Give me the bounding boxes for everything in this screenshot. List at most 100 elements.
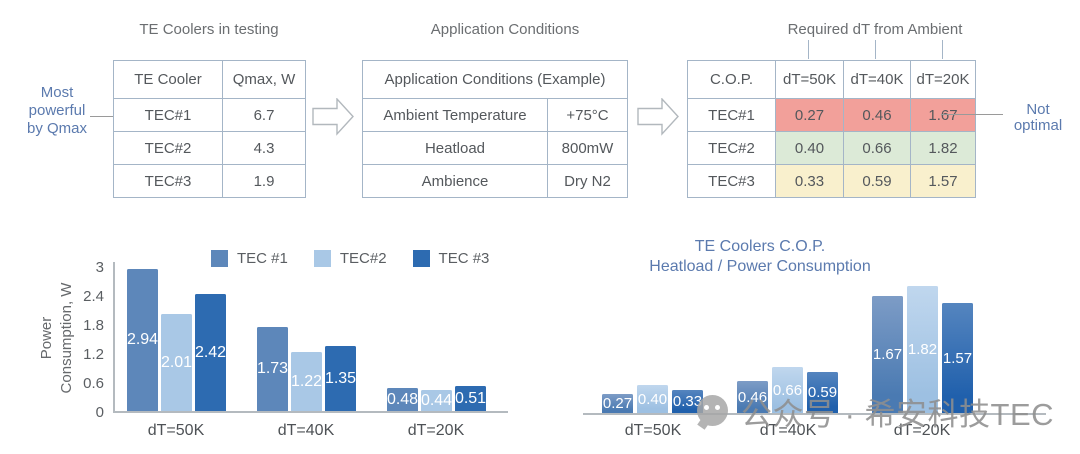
x-category-label: dT=50K	[624, 422, 682, 439]
annotation-most-powerful: Most powerful by Qmax	[7, 84, 107, 138]
x-category-label: dT=50K	[147, 422, 205, 439]
legend-label: TEC #1	[237, 250, 288, 267]
bar-value-label: 1.57	[942, 349, 973, 367]
bar-value-label: 0.51	[454, 389, 487, 407]
bar-value-label: 0.40	[637, 390, 668, 408]
legend-swatch-tec2-icon	[313, 250, 331, 267]
condition-value-cell: +75°C	[546, 98, 629, 132]
cop-value-cell: 0.27	[775, 98, 844, 132]
chart-legend: TEC #1 TEC#2 TEC #3	[211, 250, 489, 267]
bar-value-label: 0.48	[386, 390, 419, 408]
cop-value-cell: 1.67	[910, 98, 976, 132]
table-row: Ambience Dry N2	[362, 164, 629, 198]
title-connector-tick	[942, 40, 943, 59]
cop-value-cell: 1.57	[910, 164, 976, 198]
bar-tec#1-dT=40K: 0.46	[737, 381, 768, 413]
watermark-text: 公众号 · 希安科技TEC	[741, 397, 1055, 432]
col-header: dT=20K	[910, 60, 976, 99]
annotation-line: optimal	[1013, 117, 1063, 134]
cop-value-cell: 0.66	[843, 131, 911, 165]
y-tick-label: 2.4	[83, 288, 104, 305]
y-tick-label: 1.2	[83, 346, 104, 363]
bar-value-label: 0.46	[737, 388, 768, 406]
bar-value-label: 0.33	[672, 393, 703, 410]
y-tick-label: 0.6	[83, 375, 104, 392]
col-header: C.O.P.	[687, 60, 776, 99]
bar-group-dT=50K: 2.94 2.01 2.42	[127, 269, 226, 411]
leader-line-not-optimal	[941, 114, 1003, 115]
tec-name-cell: TEC#3	[113, 164, 223, 198]
bar-tec#1-dT=50K: 0.27	[602, 394, 633, 413]
bar-tec#3-dT=50K: 2.42	[195, 294, 226, 411]
flow-arrow-icon	[637, 98, 679, 136]
qmax-cell: 6.7	[222, 98, 306, 132]
col-header: dT=40K	[843, 60, 911, 99]
cop-value-cell: 0.40	[775, 131, 844, 165]
bar-group-dT=40K: 1.73 1.22 1.35	[257, 327, 356, 411]
bar-tec#1-dT=40K: 1.73	[257, 327, 288, 411]
wechat-icon	[697, 395, 728, 426]
legend-item-tec1: TEC #1	[211, 250, 288, 267]
y-tick-label: 3	[95, 259, 104, 276]
condition-cell: Ambience	[362, 164, 548, 198]
table-row: Heatload 800mW	[362, 131, 629, 165]
bar-tec#3-dT=20K: 0.51	[455, 386, 486, 411]
application-conditions-table: Application Conditions (Example) Ambient…	[361, 60, 629, 198]
bar-value-label: 1.82	[907, 341, 938, 358]
bar-value-label: 0.66	[772, 381, 803, 399]
cop-value-cell: 0.46	[843, 98, 911, 132]
title-connector-tick	[875, 40, 876, 59]
tec-name-cell: TEC#2	[113, 131, 223, 165]
condition-cell: Ambient Temperature	[362, 98, 548, 132]
bar-tec#2-dT=40K: 1.22	[291, 352, 322, 411]
table-row: TEC#2 4.3	[113, 131, 306, 165]
bar-tec#3-dT=50K: 0.33	[672, 390, 703, 413]
x-category-label: dT=20K	[893, 422, 951, 439]
x-category-label: dT=20K	[407, 422, 465, 439]
condition-cell: Heatload	[362, 131, 548, 165]
cop-value-cell: 0.59	[843, 164, 911, 198]
annotation-line: Most	[40, 84, 74, 101]
bar-value-label: 0.27	[602, 395, 633, 412]
bar-tec#1-dT=20K: 1.67	[872, 296, 903, 413]
y-tick-label: 1.8	[83, 317, 104, 334]
bar-value-label: 0.44	[420, 391, 453, 409]
bar-value-label: 1.67	[872, 346, 903, 363]
table-row: TEC#1 0.27 0.46 1.67	[687, 98, 976, 132]
tec-name-cell: TEC#3	[687, 164, 776, 198]
cop-chart: 0.27 0.40 0.33 0.46 0.66 0.59 1.67 1.82 1.57	[583, 264, 1046, 415]
bar-tec#2-dT=50K: 2.01	[161, 314, 192, 411]
bar-value-label: 2.94	[126, 331, 159, 348]
legend-item-tec3: TEC #3	[412, 250, 490, 267]
table-row: Ambient Temperature +75°C	[362, 98, 629, 132]
cop-table: C.O.P. dT=50K dT=40K dT=20K TEC#1 0.27 0…	[687, 60, 976, 198]
col-header: Qmax, W	[222, 60, 306, 99]
table-title-required-dt: Required dT from Ambient	[787, 21, 963, 38]
legend-swatch-tec3-icon	[412, 250, 430, 267]
bar-tec#2-dT=50K: 0.40	[637, 385, 668, 413]
bar-tec#1-dT=50K: 2.94	[127, 269, 158, 411]
flow-arrow-icon	[312, 98, 354, 136]
cop-value-cell: 1.82	[910, 131, 976, 165]
cop-value-cell: 0.33	[775, 164, 844, 198]
table-row: TEC#2 0.40 0.66 1.82	[687, 131, 976, 165]
col-header: dT=50K	[775, 60, 844, 99]
bar-value-label: 1.73	[256, 360, 289, 377]
tec-name-cell: TEC#1	[113, 98, 223, 132]
bar-value-label: 2.01	[160, 353, 193, 371]
bar-group-dT=50K: 0.27 0.40 0.33	[602, 385, 703, 413]
annotation-line: Not	[1026, 101, 1050, 118]
bar-tec#2-dT=40K: 0.66	[772, 367, 803, 413]
annotation-not-optimal: Not optimal	[1000, 102, 1076, 134]
bar-tec#3-dT=40K: 1.35	[325, 346, 356, 411]
legend-label: TEC #3	[438, 250, 490, 267]
tec-name-cell: TEC#1	[687, 98, 776, 132]
condition-value-cell: Dry N2	[546, 164, 629, 198]
bar-group-dT=20K: 1.67 1.82 1.57	[872, 286, 973, 413]
bar-value-label: 1.22	[290, 372, 323, 390]
annotation-line: by Qmax	[26, 120, 87, 137]
bar-tec#3-dT=20K: 1.57	[942, 303, 973, 413]
table-row: TEC#3 0.33 0.59 1.57	[687, 164, 976, 198]
condition-value-cell: 800mW	[546, 131, 629, 165]
